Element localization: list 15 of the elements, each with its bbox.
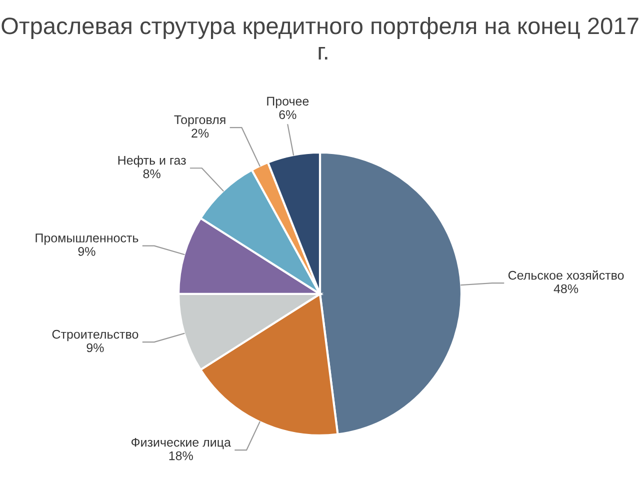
slice-label: Торговля — [174, 115, 226, 127]
slice-label: Сельское хозяйство — [508, 270, 624, 280]
slice-label: Прочее — [267, 96, 309, 108]
slice-label: Нефть и газ — [118, 156, 186, 168]
chart-title: Отраслевая струтура кредитного портфеля на конец 2017 г. — [2, 16, 638, 60]
slice-label: Промышленность — [36, 234, 138, 245]
data-label: 18% — [169, 451, 193, 460]
data-label: 9% — [86, 343, 104, 352]
data-label: 6% — [279, 110, 296, 120]
slice-label: Строительство — [52, 330, 138, 342]
data-label: 8% — [143, 169, 160, 178]
data-label: 9% — [78, 247, 96, 256]
data-label: 2% — [192, 128, 209, 138]
data-label: 48% — [554, 284, 578, 294]
slice-label: Физические лица — [131, 438, 231, 450]
